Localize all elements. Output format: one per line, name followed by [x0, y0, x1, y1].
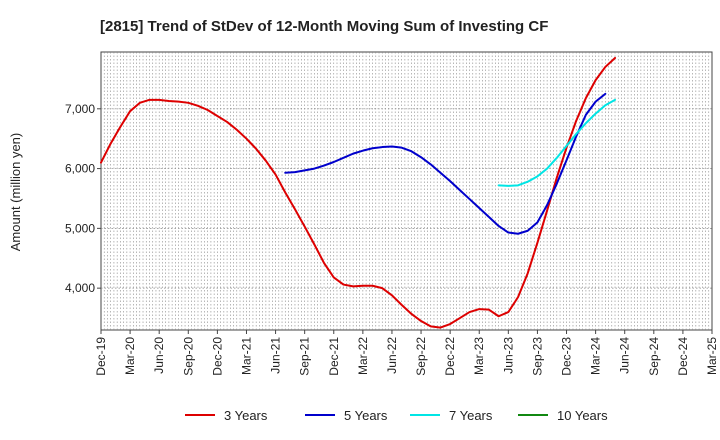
- x-axis-ticks: Dec-19 Mar-20 Jun-20 Sep-20 Dec-20 Mar-21 Jun-…: [94, 330, 719, 376]
- plot-border: [100, 51, 713, 331]
- series-line-3: [497, 98, 617, 187]
- x-tick-label: Jun-23: [501, 337, 515, 374]
- series-line-1: [100, 56, 617, 329]
- y-axis-ticks: 4,000 5,000 6,000 7,000: [65, 102, 101, 295]
- chart-title: [2815] Trend of StDev of 12-Month Moving…: [100, 18, 548, 35]
- x-tick-label: Mar-25: [705, 337, 719, 375]
- x-tick-label: Dec-23: [560, 337, 574, 376]
- x-tick-label: Dec-21: [327, 337, 341, 376]
- legend-label-2: 5 Years: [344, 408, 388, 423]
- x-tick-label: Jun-22: [385, 337, 399, 374]
- x-tick-label: Dec-20: [210, 337, 224, 376]
- y-tick-label: 5,000: [65, 221, 95, 235]
- x-tick-label: Sep-22: [414, 337, 428, 376]
- plot-area: [100, 51, 713, 331]
- x-tick-label: Jun-20: [152, 337, 166, 374]
- x-tick-label: Mar-24: [589, 337, 603, 375]
- legend-label-3: 7 Years: [449, 408, 493, 423]
- x-tick-label: Jun-21: [269, 337, 283, 374]
- x-tick-label: Sep-20: [181, 337, 195, 376]
- x-tick-label: Jun-24: [618, 337, 632, 374]
- x-tick-label: Mar-21: [239, 337, 253, 375]
- y-tick-label: 4,000: [65, 281, 95, 295]
- series-lines: [100, 56, 617, 329]
- grid-lines: [101, 52, 712, 330]
- x-tick-label: Sep-21: [298, 337, 312, 376]
- y-axis-label: Amount (million yen): [8, 133, 23, 252]
- x-tick-label: Dec-22: [443, 337, 457, 376]
- y-tick-label: 6,000: [65, 162, 95, 176]
- x-tick-label: Sep-23: [530, 337, 544, 376]
- x-tick-label: Mar-20: [123, 337, 137, 375]
- x-tick-label: Mar-22: [356, 337, 370, 375]
- x-tick-label: Sep-24: [647, 337, 661, 376]
- x-tick-label: Dec-19: [94, 337, 108, 376]
- x-tick-label: Dec-24: [676, 337, 690, 376]
- y-tick-label: 7,000: [65, 102, 95, 116]
- legend: 3 Years 5 Years 7 Years 10 Years: [185, 408, 608, 423]
- x-tick-label: Mar-23: [472, 337, 486, 375]
- legend-label-4: 10 Years: [557, 408, 608, 423]
- legend-label-1: 3 Years: [224, 408, 268, 423]
- series-line-2: [284, 92, 607, 235]
